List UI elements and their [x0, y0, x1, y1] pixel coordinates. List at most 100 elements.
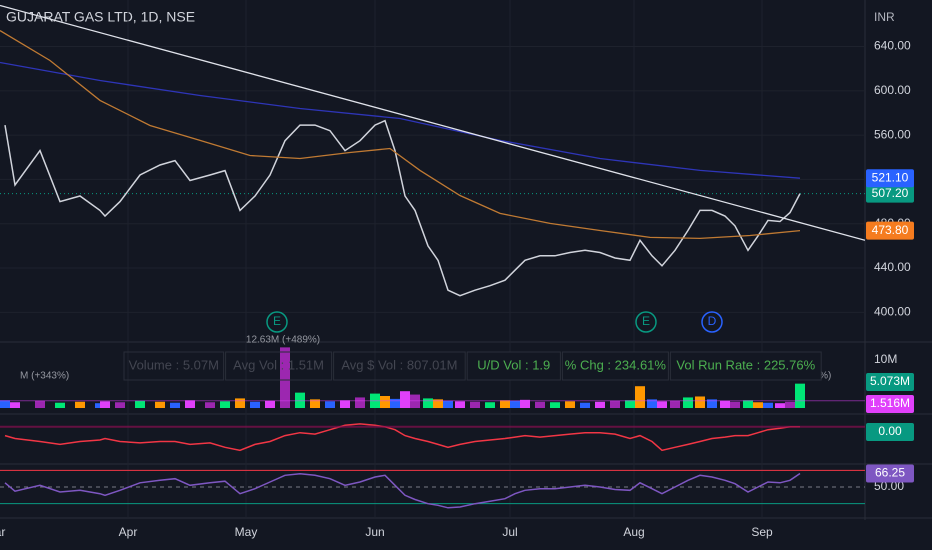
- volume-bar: [310, 399, 320, 408]
- price-label-box: [866, 184, 914, 203]
- y-tick-label: 400.00: [874, 304, 911, 318]
- plot-area: [0, 0, 865, 518]
- price-label-box: [866, 464, 914, 483]
- event-marker: [635, 311, 657, 333]
- oscillator-line: [4, 423, 800, 452]
- price-line: [0, 30, 801, 240]
- volume-bar: [100, 401, 110, 408]
- price-label-box: [866, 169, 914, 188]
- volume-bar: [635, 386, 645, 408]
- x-tick-label: Apr: [119, 525, 138, 539]
- volume-bar: [10, 402, 20, 408]
- y-tick-label: 440.00: [874, 260, 911, 274]
- info-text: % Chg : 234.61%: [565, 357, 667, 372]
- volume-bar: [565, 401, 575, 408]
- y-tick-label: 50.00: [874, 479, 904, 493]
- volume-bar: [433, 399, 443, 408]
- info-box: [123, 351, 225, 381]
- volume-bar: [595, 401, 605, 408]
- volume-bar: [625, 400, 635, 408]
- volume-bar: [400, 391, 410, 408]
- volume-bar: [250, 401, 260, 408]
- volume-bar: [795, 383, 805, 408]
- volume-bar: [205, 402, 215, 408]
- info-box: [669, 351, 822, 381]
- volume-bar: [423, 398, 433, 408]
- volume-bar: [500, 400, 510, 408]
- y-tick-label: 600.00: [874, 83, 911, 97]
- info-text: Avg Vol : 1.51M: [233, 357, 324, 372]
- info-text: U/D Vol : 1.9: [477, 357, 550, 372]
- price-label-box: [866, 395, 914, 413]
- volume-bar: [707, 399, 717, 408]
- price-line: [0, 61, 801, 179]
- price-label: 5.073M: [870, 374, 910, 388]
- volume-bar: [670, 400, 680, 408]
- volume-bar: [75, 401, 85, 408]
- info-text: Vol Run Rate : 225.76%: [676, 357, 815, 372]
- volume-bar: [443, 400, 453, 408]
- volume-bar: [610, 400, 620, 408]
- volume-bar: [35, 400, 45, 408]
- price-label-box: [866, 423, 914, 441]
- volume-annotation: M (+343%): [20, 371, 69, 382]
- volume-bar: [535, 401, 545, 408]
- price-label-box: [866, 373, 914, 391]
- price-label: 507.20: [872, 186, 909, 200]
- y-tick-label: 640.00: [874, 39, 911, 53]
- volume-bar: [785, 401, 795, 408]
- volume-bar: [325, 401, 335, 408]
- volume-bar: [115, 402, 125, 408]
- chart-title: GUJARAT GAS LTD, 1D, NSE: [6, 9, 195, 25]
- volume-bar: [135, 400, 145, 408]
- event-label: E: [642, 314, 650, 328]
- y-tick-label: 10M: [874, 352, 897, 366]
- x-tick-label: Sep: [751, 525, 773, 539]
- volume-bar: [455, 401, 465, 408]
- volume-bar: [340, 400, 350, 408]
- event-label: D: [708, 314, 717, 328]
- volume-bar: [220, 401, 230, 408]
- price-label-box: [866, 221, 914, 240]
- volume-bar: [683, 397, 693, 408]
- info-box: [466, 351, 561, 381]
- x-tick-label: May: [235, 525, 258, 539]
- volume-bar: [743, 400, 753, 408]
- info-text: Volume : 5.07M: [129, 357, 219, 372]
- price-line: [4, 119, 801, 297]
- volume-bar: [485, 402, 495, 408]
- x-tick-label: Aug: [623, 525, 644, 539]
- x-tick-label: Mar: [0, 525, 5, 539]
- volume-bar: [510, 400, 520, 408]
- price-label: 0.00: [878, 424, 902, 438]
- volume-bar: [235, 398, 245, 408]
- volume-bar: [695, 396, 705, 408]
- volume-bar: [390, 398, 400, 408]
- event-marker: [266, 311, 288, 333]
- event-label: E: [273, 314, 281, 328]
- price-label: 1.516M: [870, 396, 910, 410]
- volume-bar: [763, 402, 773, 408]
- volume-bar: [155, 401, 165, 408]
- volume-bar: [185, 400, 195, 408]
- volume-bar: [55, 402, 65, 408]
- currency: INR: [874, 10, 895, 24]
- volume-bar: [470, 401, 480, 408]
- volume-bar: [170, 402, 180, 408]
- price-label: 521.10: [872, 170, 909, 184]
- volume-bar: [520, 399, 530, 408]
- event-marker: [701, 311, 723, 333]
- price-line: [0, 4, 865, 241]
- volume-bar: [265, 400, 275, 408]
- volume-bar: [730, 401, 740, 408]
- x-tick-label: Jun: [365, 525, 384, 539]
- volume-bar: [720, 400, 730, 408]
- y-tick-label: 560.00: [874, 127, 911, 141]
- info-box: [225, 351, 333, 381]
- price-label: 66.25: [875, 466, 905, 480]
- info-box: [561, 351, 669, 381]
- rsi-line: [4, 472, 801, 509]
